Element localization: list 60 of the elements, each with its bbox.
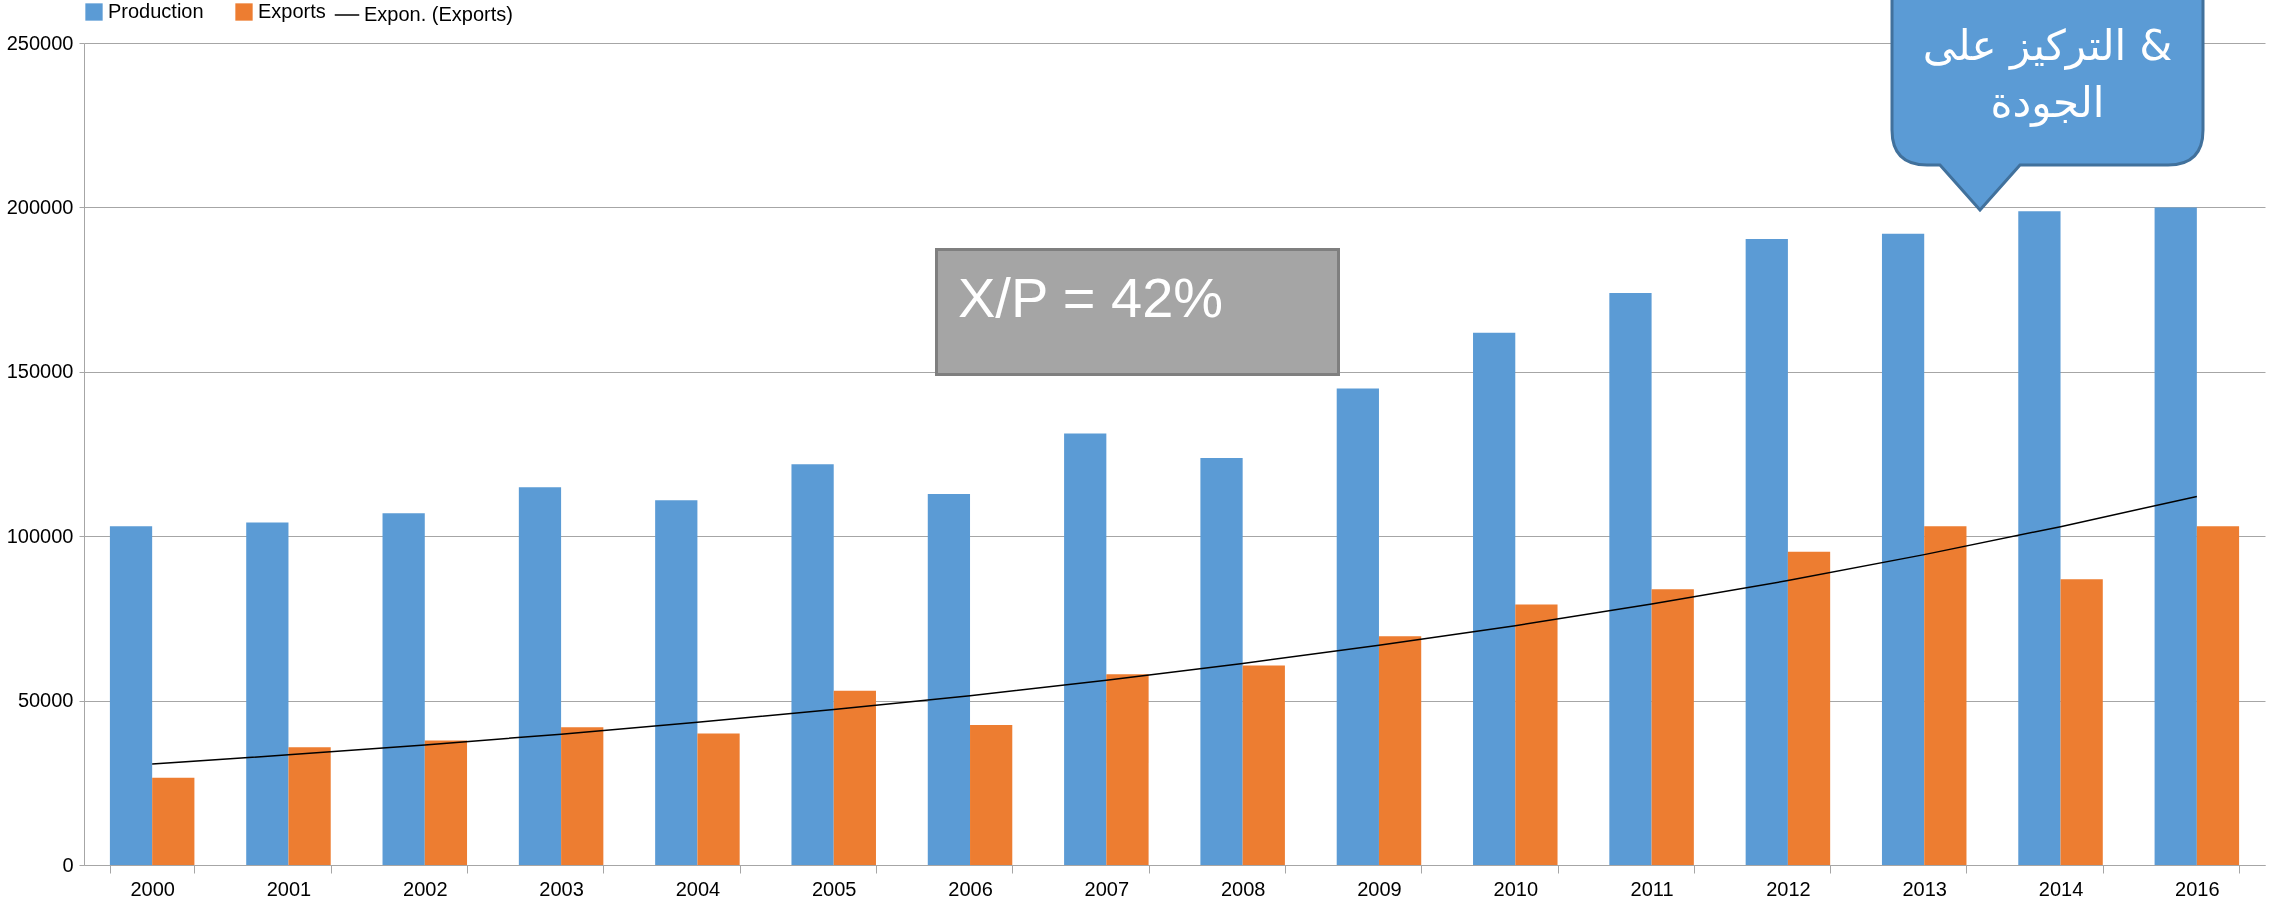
x-tick-label: 2014 — [2038, 877, 2084, 900]
x-tick-label: 2002 — [403, 877, 448, 900]
bar — [288, 747, 331, 865]
bar — [2018, 211, 2061, 865]
y-tick-label: 0 — [62, 853, 74, 876]
x-tick-label: 2016 — [2175, 877, 2220, 900]
x-tick-label: 2004 — [675, 877, 721, 900]
bar — [1515, 604, 1558, 865]
bar — [970, 724, 1013, 865]
x-tick-label: 2006 — [948, 877, 993, 900]
bar — [697, 733, 740, 865]
bar — [109, 526, 153, 865]
bar — [246, 522, 289, 865]
bar — [518, 487, 562, 865]
x-tick-label: 2001 — [266, 877, 312, 900]
bar — [1881, 233, 1925, 865]
bar — [1745, 238, 1788, 865]
bar — [152, 777, 195, 865]
bar — [1924, 526, 1967, 865]
bar — [2154, 207, 2197, 865]
bar — [1473, 332, 1516, 865]
bar — [1200, 457, 1243, 865]
x-tick-label: 2007 — [1084, 877, 1130, 900]
y-tick-label: 200000 — [6, 195, 74, 218]
bar — [382, 513, 425, 865]
bar — [655, 500, 698, 865]
bar — [1787, 551, 1831, 865]
y-tick-label: 50000 — [17, 689, 74, 712]
bar — [1106, 674, 1149, 865]
x-tick-label: 2011 — [1630, 877, 1674, 900]
bar — [561, 727, 604, 865]
bar — [791, 464, 834, 865]
bar — [2060, 579, 2103, 865]
bar — [1651, 589, 1694, 865]
x-tick-label: 2008 — [1220, 877, 1266, 900]
bar — [1242, 665, 1285, 865]
x-tick-label: 2003 — [539, 877, 584, 900]
x-tick-label: 2010 — [1493, 877, 1539, 900]
y-tick-label: 100000 — [6, 524, 74, 547]
x-tick-label: 2000 — [130, 877, 175, 900]
line-series — [151, 495, 2198, 765]
bar — [2196, 526, 2240, 865]
x-tick-label: 2009 — [1357, 877, 1402, 900]
x-tick-label: 2005 — [811, 877, 857, 900]
bar — [833, 690, 876, 865]
bar — [927, 494, 971, 865]
annotation: & التركيز على الجودة — [1921, 20, 2174, 129]
legend-label: Production — [108, 0, 204, 22]
x-tick-label: 2012 — [1766, 877, 1811, 900]
bar — [1609, 292, 1652, 865]
bar — [1378, 636, 1422, 865]
legend-label: Exports — [258, 0, 326, 22]
legend-label: Expon. (Exports) — [364, 3, 513, 25]
x-tick-label: 2013 — [1902, 877, 1947, 900]
y-tick-label: 250000 — [6, 31, 74, 54]
y-tick-label: 150000 — [6, 360, 74, 383]
bar — [424, 740, 468, 865]
annotation: X/P = 42% — [935, 248, 1340, 376]
bar — [1336, 388, 1379, 865]
bar — [1064, 433, 1107, 865]
